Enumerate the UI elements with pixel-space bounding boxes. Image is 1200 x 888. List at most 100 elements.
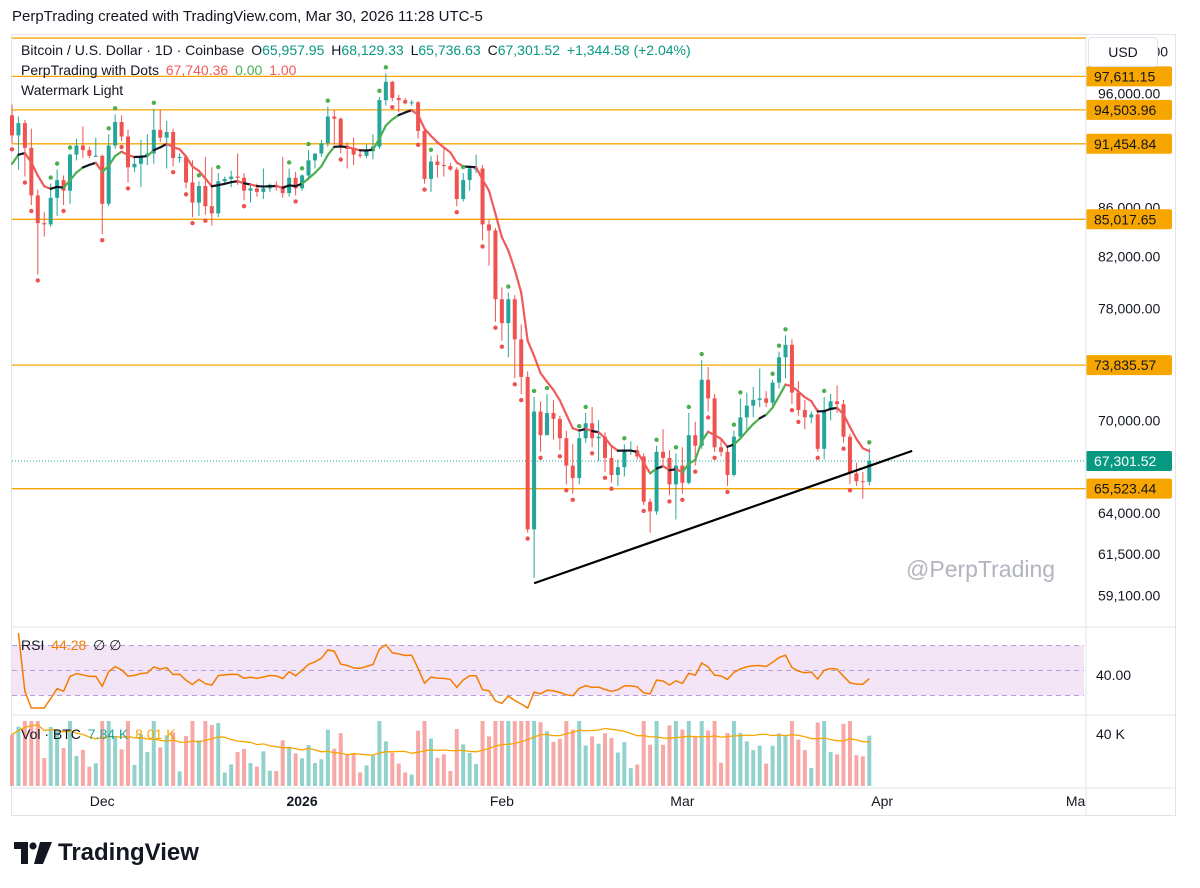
candle-body[interactable] bbox=[835, 401, 840, 405]
candle-body[interactable] bbox=[428, 161, 433, 179]
candle-body[interactable] bbox=[512, 299, 517, 340]
candle-body[interactable] bbox=[519, 339, 524, 377]
watermark-indicator-name[interactable]: Watermark Light bbox=[21, 82, 124, 98]
candle-body[interactable] bbox=[860, 481, 865, 483]
candle-body[interactable] bbox=[796, 392, 801, 411]
candle-body[interactable] bbox=[229, 176, 234, 179]
candle-body[interactable] bbox=[132, 163, 137, 168]
candle-body[interactable] bbox=[377, 100, 382, 147]
candle-body[interactable] bbox=[100, 155, 105, 204]
candle-body[interactable] bbox=[409, 102, 414, 104]
candle-body[interactable] bbox=[570, 465, 575, 479]
candle-body[interactable] bbox=[841, 404, 846, 437]
candle-body[interactable] bbox=[486, 224, 491, 231]
level-price-badge[interactable]: 94,503.96 bbox=[1086, 99, 1172, 120]
candle-body[interactable] bbox=[577, 438, 582, 479]
candle-body[interactable] bbox=[583, 423, 588, 439]
candle-body[interactable] bbox=[306, 160, 311, 176]
candle-body[interactable] bbox=[777, 357, 782, 383]
candle-body[interactable] bbox=[680, 465, 685, 483]
candle-body[interactable] bbox=[525, 376, 530, 530]
candle-body[interactable] bbox=[480, 168, 485, 225]
candle-body[interactable] bbox=[16, 123, 21, 136]
candle-body[interactable] bbox=[80, 145, 85, 151]
candle-body[interactable] bbox=[493, 230, 498, 300]
candle-body[interactable] bbox=[74, 145, 79, 155]
candle-body[interactable] bbox=[699, 379, 704, 446]
candle-body[interactable] bbox=[164, 132, 169, 138]
candle-body[interactable] bbox=[422, 130, 427, 179]
candle-body[interactable] bbox=[706, 379, 711, 399]
candle-body[interactable] bbox=[22, 123, 27, 148]
candle-body[interactable] bbox=[545, 412, 549, 436]
volume-name[interactable]: Vol · BTC bbox=[21, 726, 81, 742]
candle-body[interactable] bbox=[532, 411, 537, 530]
candle-body[interactable] bbox=[596, 436, 601, 439]
candle-body[interactable] bbox=[61, 180, 66, 191]
candle-body[interactable] bbox=[113, 122, 118, 146]
candle-body[interactable] bbox=[35, 195, 40, 224]
candle-body[interactable] bbox=[338, 118, 343, 146]
indicator-name[interactable]: PerpTrading with Dots bbox=[21, 62, 159, 78]
candle-body[interactable] bbox=[847, 436, 852, 474]
candle-body[interactable] bbox=[867, 460, 872, 482]
candle-body[interactable] bbox=[738, 417, 743, 437]
candle-body[interactable] bbox=[171, 132, 176, 159]
candle-body[interactable] bbox=[673, 465, 678, 485]
candle-body[interactable] bbox=[538, 411, 543, 436]
candle-body[interactable] bbox=[461, 180, 466, 200]
candle-body[interactable] bbox=[68, 154, 73, 191]
candle-body[interactable] bbox=[126, 136, 131, 168]
candle-body[interactable] bbox=[119, 122, 124, 137]
candle-body[interactable] bbox=[293, 177, 298, 189]
candle-body[interactable] bbox=[203, 185, 208, 207]
candle-body[interactable] bbox=[10, 115, 14, 136]
candle-body[interactable] bbox=[654, 451, 659, 512]
candle-body[interactable] bbox=[603, 436, 608, 458]
candle-body[interactable] bbox=[390, 81, 395, 98]
candle-body[interactable] bbox=[93, 155, 98, 157]
candle-body[interactable] bbox=[731, 436, 736, 475]
candle-body[interactable] bbox=[87, 150, 92, 156]
candle-body[interactable] bbox=[454, 169, 459, 200]
candle-body[interactable] bbox=[557, 418, 562, 439]
candle-body[interactable] bbox=[693, 435, 698, 446]
candle-body[interactable] bbox=[815, 414, 820, 449]
level-price-badge[interactable]: 91,454.84 bbox=[1086, 133, 1172, 154]
candle-body[interactable] bbox=[319, 143, 324, 154]
candle-body[interactable] bbox=[55, 180, 60, 198]
candle-body[interactable] bbox=[506, 299, 511, 324]
candle-body[interactable] bbox=[106, 145, 111, 204]
level-price-badge[interactable]: 85,017.65 bbox=[1086, 209, 1172, 230]
tradingview-logo[interactable]: TradingView bbox=[14, 838, 199, 868]
candle-body[interactable] bbox=[196, 185, 201, 203]
candle-body[interactable] bbox=[828, 401, 833, 411]
candle-body[interactable] bbox=[751, 399, 756, 406]
candle-body[interactable] bbox=[351, 148, 356, 155]
candle-body[interactable] bbox=[712, 398, 717, 448]
candle-body[interactable] bbox=[448, 166, 453, 170]
symbol-title[interactable]: Bitcoin / U.S. Dollar · 1D · Coinbase bbox=[21, 42, 245, 58]
candle-body[interactable] bbox=[622, 450, 627, 468]
candle-body[interactable] bbox=[358, 154, 363, 156]
candle-body[interactable] bbox=[854, 473, 859, 482]
last-price-badge[interactable]: 67,301.52 bbox=[1086, 450, 1172, 471]
level-price-badge[interactable]: 65,523.44 bbox=[1086, 478, 1172, 499]
candle-body[interactable] bbox=[725, 451, 730, 475]
candle-body[interactable] bbox=[789, 344, 794, 393]
candle-body[interactable] bbox=[441, 164, 446, 167]
candle-body[interactable] bbox=[396, 97, 401, 101]
candle-body[interactable] bbox=[435, 161, 440, 165]
candle-body[interactable] bbox=[280, 185, 285, 194]
candle-body[interactable] bbox=[209, 206, 214, 214]
candle-body[interactable] bbox=[29, 147, 34, 196]
candle-body[interactable] bbox=[615, 467, 620, 475]
candle-body[interactable] bbox=[783, 344, 788, 358]
candle-body[interactable] bbox=[757, 398, 762, 400]
candle-body[interactable] bbox=[822, 410, 827, 449]
candle-body[interactable] bbox=[151, 129, 156, 154]
candle-body[interactable] bbox=[312, 153, 317, 161]
support-trendline[interactable] bbox=[533, 449, 913, 585]
candle-body[interactable] bbox=[719, 447, 724, 452]
candle-body[interactable] bbox=[248, 188, 253, 191]
